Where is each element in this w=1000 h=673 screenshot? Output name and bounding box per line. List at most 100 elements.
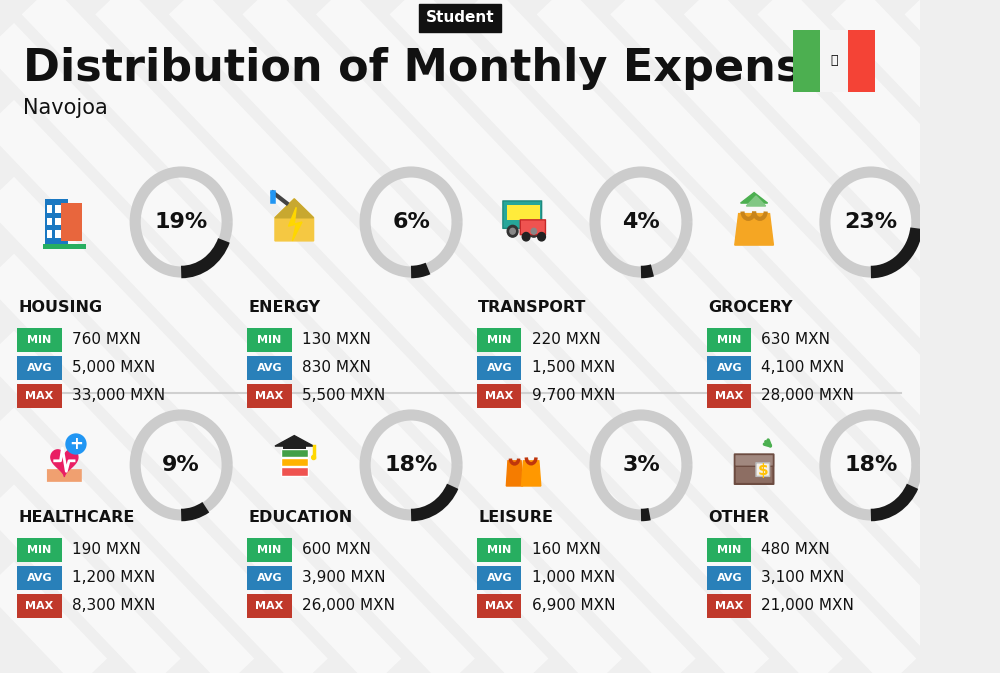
Text: 600 MXN: 600 MXN — [302, 542, 371, 557]
Text: $: $ — [757, 462, 768, 478]
Polygon shape — [275, 199, 314, 241]
Text: 5,500 MXN: 5,500 MXN — [302, 388, 385, 404]
Text: MAX: MAX — [25, 391, 54, 401]
Text: AVG: AVG — [716, 363, 742, 373]
FancyBboxPatch shape — [477, 538, 521, 562]
Polygon shape — [735, 213, 773, 245]
FancyBboxPatch shape — [477, 594, 521, 618]
Text: 4,100 MXN: 4,100 MXN — [761, 361, 845, 376]
Circle shape — [531, 228, 537, 234]
Text: TRANSPORT: TRANSPORT — [478, 301, 587, 316]
FancyBboxPatch shape — [477, 328, 521, 352]
FancyBboxPatch shape — [17, 538, 62, 562]
FancyBboxPatch shape — [55, 230, 61, 238]
Circle shape — [510, 228, 515, 234]
Polygon shape — [275, 435, 314, 446]
Polygon shape — [51, 450, 78, 476]
Text: HEALTHCARE: HEALTHCARE — [18, 511, 135, 526]
Text: 8,300 MXN: 8,300 MXN — [72, 598, 155, 614]
FancyBboxPatch shape — [47, 205, 52, 213]
FancyBboxPatch shape — [281, 449, 308, 457]
Text: MAX: MAX — [485, 601, 513, 611]
FancyBboxPatch shape — [707, 566, 751, 590]
Text: 26,000 MXN: 26,000 MXN — [302, 598, 395, 614]
FancyBboxPatch shape — [55, 205, 61, 213]
FancyBboxPatch shape — [848, 30, 875, 92]
Text: Distribution of Monthly Expenses: Distribution of Monthly Expenses — [23, 46, 859, 90]
FancyBboxPatch shape — [281, 458, 308, 466]
Text: 3,900 MXN: 3,900 MXN — [302, 571, 385, 586]
Text: AVG: AVG — [27, 573, 52, 583]
Polygon shape — [521, 461, 541, 486]
Text: MIN: MIN — [257, 545, 282, 555]
Circle shape — [528, 225, 539, 237]
Text: 830 MXN: 830 MXN — [302, 361, 371, 376]
Polygon shape — [741, 192, 768, 203]
Circle shape — [522, 232, 530, 241]
FancyBboxPatch shape — [61, 203, 82, 241]
Text: AVG: AVG — [257, 573, 282, 583]
Text: 6%: 6% — [392, 212, 430, 232]
Text: 760 MXN: 760 MXN — [72, 332, 141, 347]
FancyBboxPatch shape — [477, 356, 521, 380]
Polygon shape — [288, 207, 302, 241]
Text: MAX: MAX — [715, 391, 743, 401]
FancyBboxPatch shape — [55, 218, 61, 225]
FancyBboxPatch shape — [247, 538, 292, 562]
FancyBboxPatch shape — [45, 199, 68, 245]
Text: AVG: AVG — [487, 363, 512, 373]
Text: Navojoa: Navojoa — [23, 98, 108, 118]
Text: 160 MXN: 160 MXN — [532, 542, 600, 557]
FancyBboxPatch shape — [707, 594, 751, 618]
FancyBboxPatch shape — [43, 244, 86, 249]
Text: Student: Student — [426, 11, 494, 26]
Circle shape — [312, 456, 316, 460]
Text: 🦅: 🦅 — [830, 55, 838, 67]
FancyBboxPatch shape — [707, 384, 751, 408]
Text: +: + — [69, 435, 83, 453]
FancyBboxPatch shape — [247, 384, 292, 408]
Text: MAX: MAX — [485, 391, 513, 401]
FancyBboxPatch shape — [756, 463, 770, 476]
FancyBboxPatch shape — [47, 218, 52, 225]
Text: MIN: MIN — [717, 335, 741, 345]
FancyBboxPatch shape — [247, 356, 292, 380]
FancyBboxPatch shape — [247, 594, 292, 618]
Text: 28,000 MXN: 28,000 MXN — [761, 388, 854, 404]
Text: 190 MXN: 190 MXN — [72, 542, 141, 557]
FancyBboxPatch shape — [507, 205, 540, 220]
Text: AVG: AVG — [716, 573, 742, 583]
Text: 19%: 19% — [155, 212, 208, 232]
Circle shape — [507, 225, 518, 237]
Text: MAX: MAX — [25, 601, 54, 611]
Text: 3,100 MXN: 3,100 MXN — [761, 571, 845, 586]
FancyBboxPatch shape — [707, 538, 751, 562]
Text: 21,000 MXN: 21,000 MXN — [761, 598, 854, 614]
FancyBboxPatch shape — [520, 220, 545, 235]
Text: AVG: AVG — [27, 363, 52, 373]
Text: 630 MXN: 630 MXN — [761, 332, 830, 347]
Text: MAX: MAX — [255, 391, 284, 401]
Text: ENERGY: ENERGY — [248, 301, 320, 316]
Text: 18%: 18% — [844, 455, 898, 475]
Text: MIN: MIN — [717, 545, 741, 555]
Text: GROCERY: GROCERY — [708, 301, 793, 316]
Text: 4%: 4% — [622, 212, 660, 232]
Text: MIN: MIN — [27, 545, 52, 555]
Text: 5,000 MXN: 5,000 MXN — [72, 361, 155, 376]
Text: MIN: MIN — [487, 545, 511, 555]
FancyBboxPatch shape — [820, 30, 848, 92]
Text: 9,700 MXN: 9,700 MXN — [532, 388, 615, 404]
FancyBboxPatch shape — [17, 594, 62, 618]
FancyBboxPatch shape — [477, 566, 521, 590]
Text: 18%: 18% — [384, 455, 438, 475]
Text: 130 MXN: 130 MXN — [302, 332, 371, 347]
FancyBboxPatch shape — [17, 566, 62, 590]
FancyBboxPatch shape — [281, 467, 308, 476]
Text: 23%: 23% — [844, 212, 897, 232]
Polygon shape — [746, 196, 766, 206]
Text: MIN: MIN — [487, 335, 511, 345]
FancyBboxPatch shape — [247, 328, 292, 352]
Text: 3%: 3% — [622, 455, 660, 475]
FancyBboxPatch shape — [707, 328, 751, 352]
